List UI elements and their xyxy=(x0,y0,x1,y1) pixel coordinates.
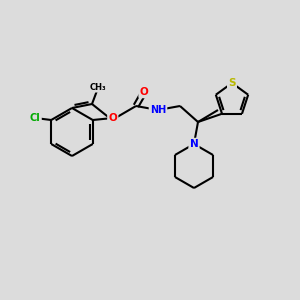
Text: NH: NH xyxy=(150,105,166,115)
Text: O: O xyxy=(140,87,148,97)
Text: Cl: Cl xyxy=(30,113,40,123)
Text: CH₃: CH₃ xyxy=(90,82,106,91)
Text: S: S xyxy=(228,78,236,88)
Text: N: N xyxy=(190,139,198,149)
Text: O: O xyxy=(108,113,117,123)
